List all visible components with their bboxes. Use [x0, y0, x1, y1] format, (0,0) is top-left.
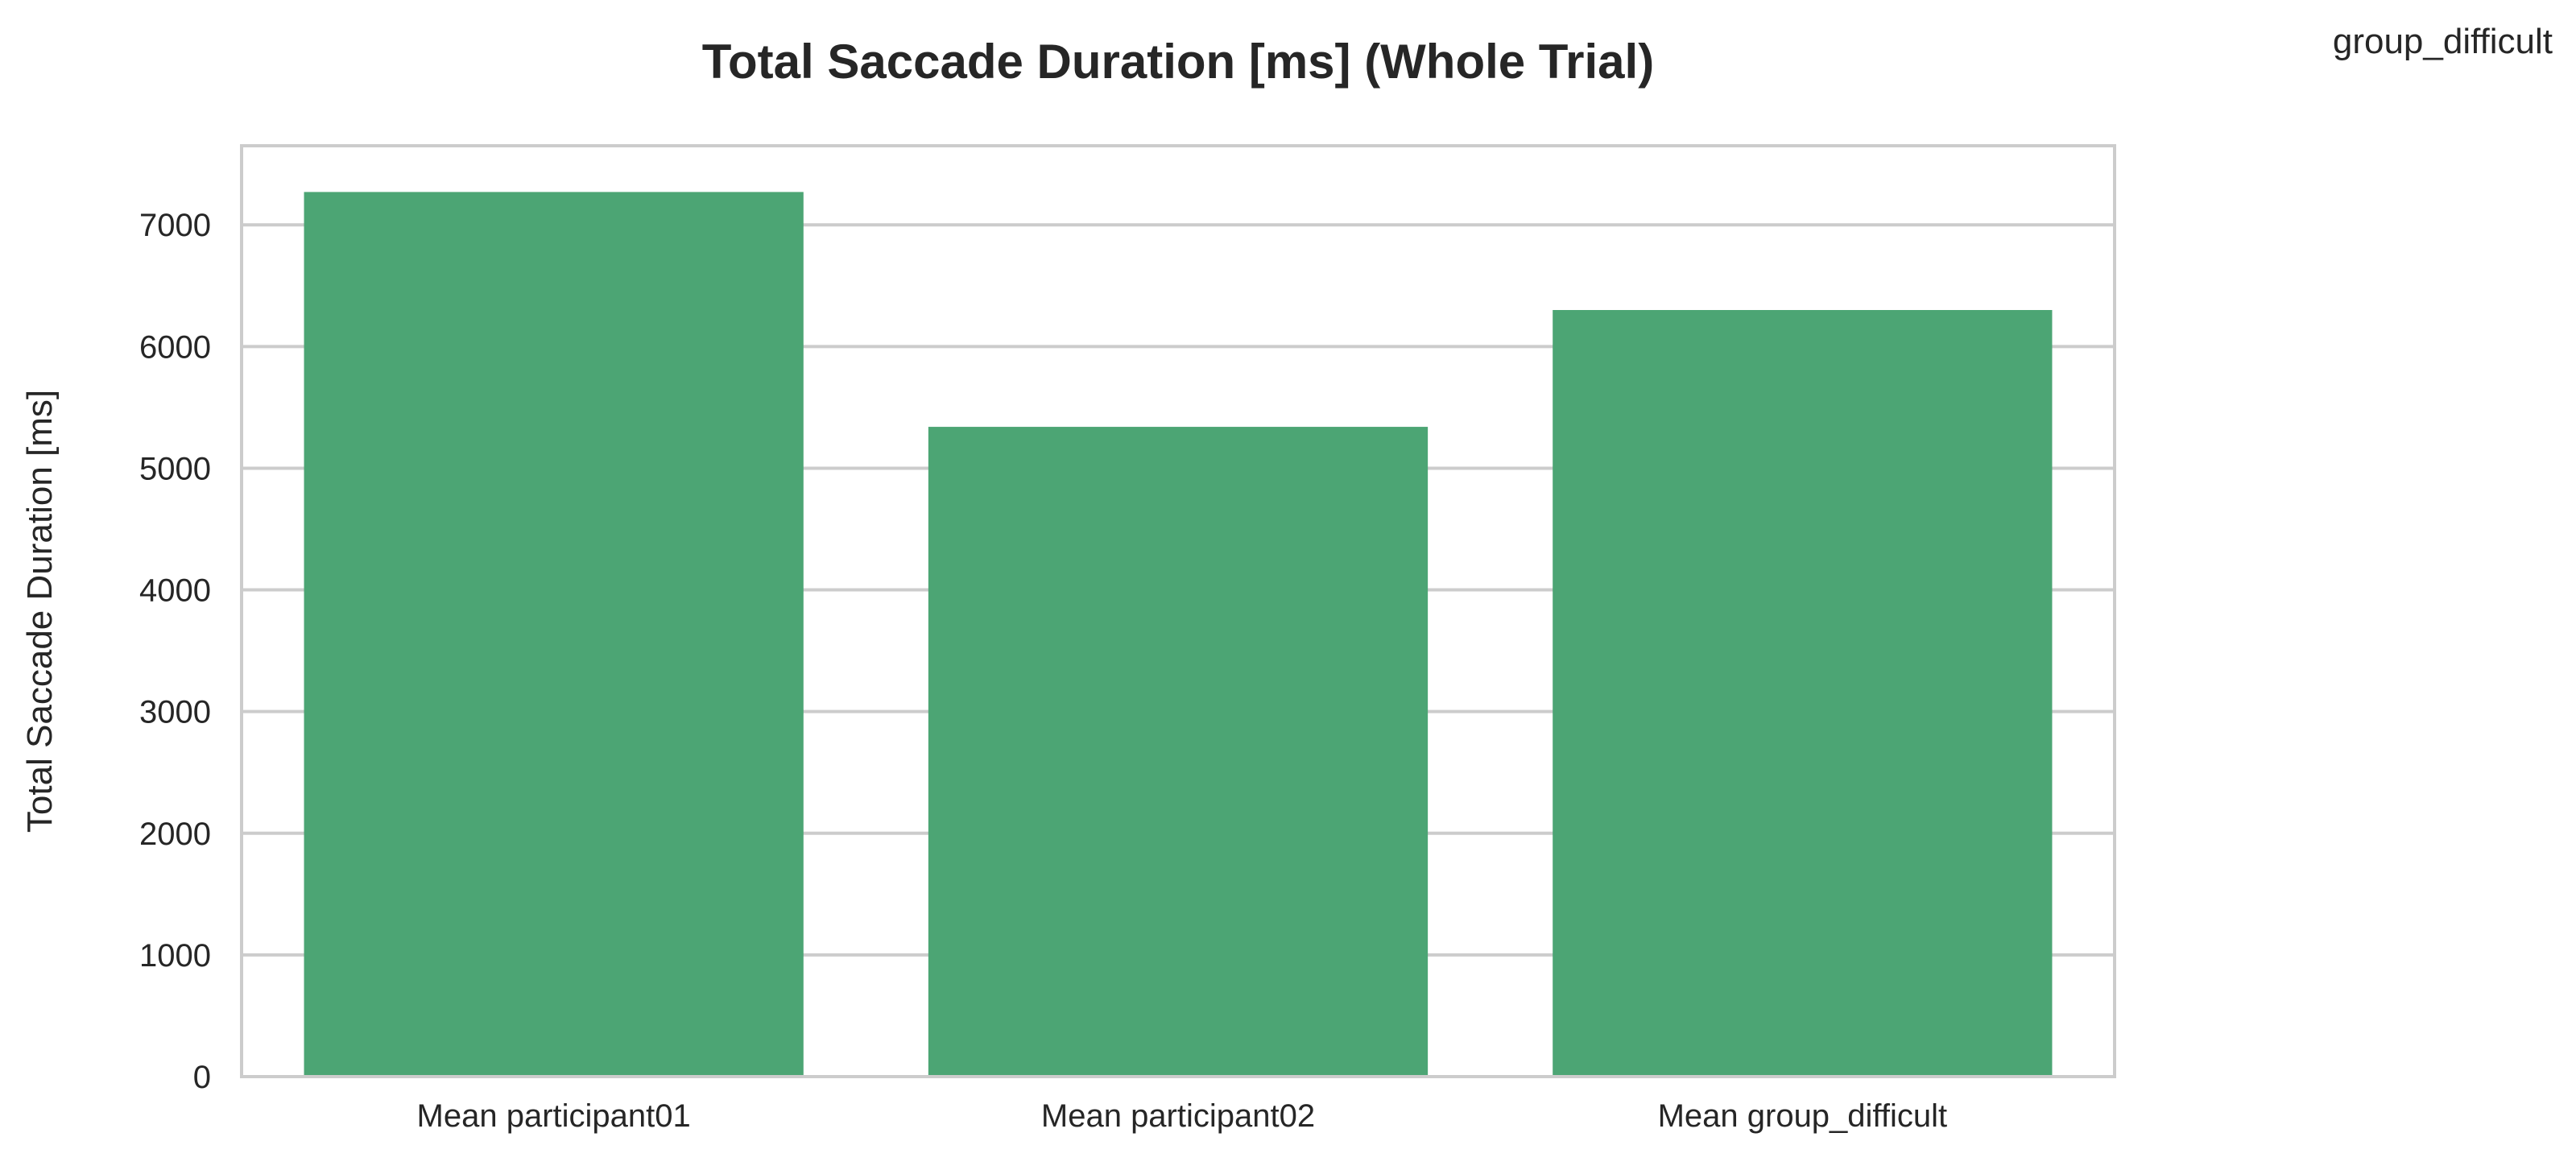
- y-tick-labels: 0 1000 2000 3000 4000 5000 6000 7000: [139, 208, 211, 1095]
- bars: [304, 192, 2053, 1077]
- corner-label: group_difficult: [2333, 22, 2553, 61]
- y-tick-label: 7000: [139, 208, 211, 243]
- y-axis-label: Total Saccade Duration [ms]: [20, 390, 60, 833]
- bar: [1553, 310, 2053, 1077]
- y-tick-label: 2000: [139, 817, 211, 852]
- x-tick-label: Mean participant02: [1041, 1098, 1315, 1134]
- x-tick-labels: Mean participant01 Mean participant02 Mean…: [417, 1098, 1948, 1134]
- chart-title: Total Saccade Duration [ms] (Whole Trial…: [702, 35, 1654, 89]
- plot-frame: [240, 144, 2116, 1078]
- x-tick-label: Mean group_difficult: [1658, 1098, 1948, 1134]
- bar: [304, 192, 804, 1077]
- y-tick-label: 5000: [139, 451, 211, 486]
- y-tick-label: 4000: [139, 573, 211, 609]
- bar: [928, 427, 1429, 1077]
- y-tick-label: 1000: [139, 938, 211, 974]
- y-tick-label: 0: [193, 1060, 211, 1095]
- x-tick-label: Mean participant01: [417, 1098, 691, 1134]
- y-tick-label: 6000: [139, 329, 211, 365]
- y-tick-label: 3000: [139, 695, 211, 730]
